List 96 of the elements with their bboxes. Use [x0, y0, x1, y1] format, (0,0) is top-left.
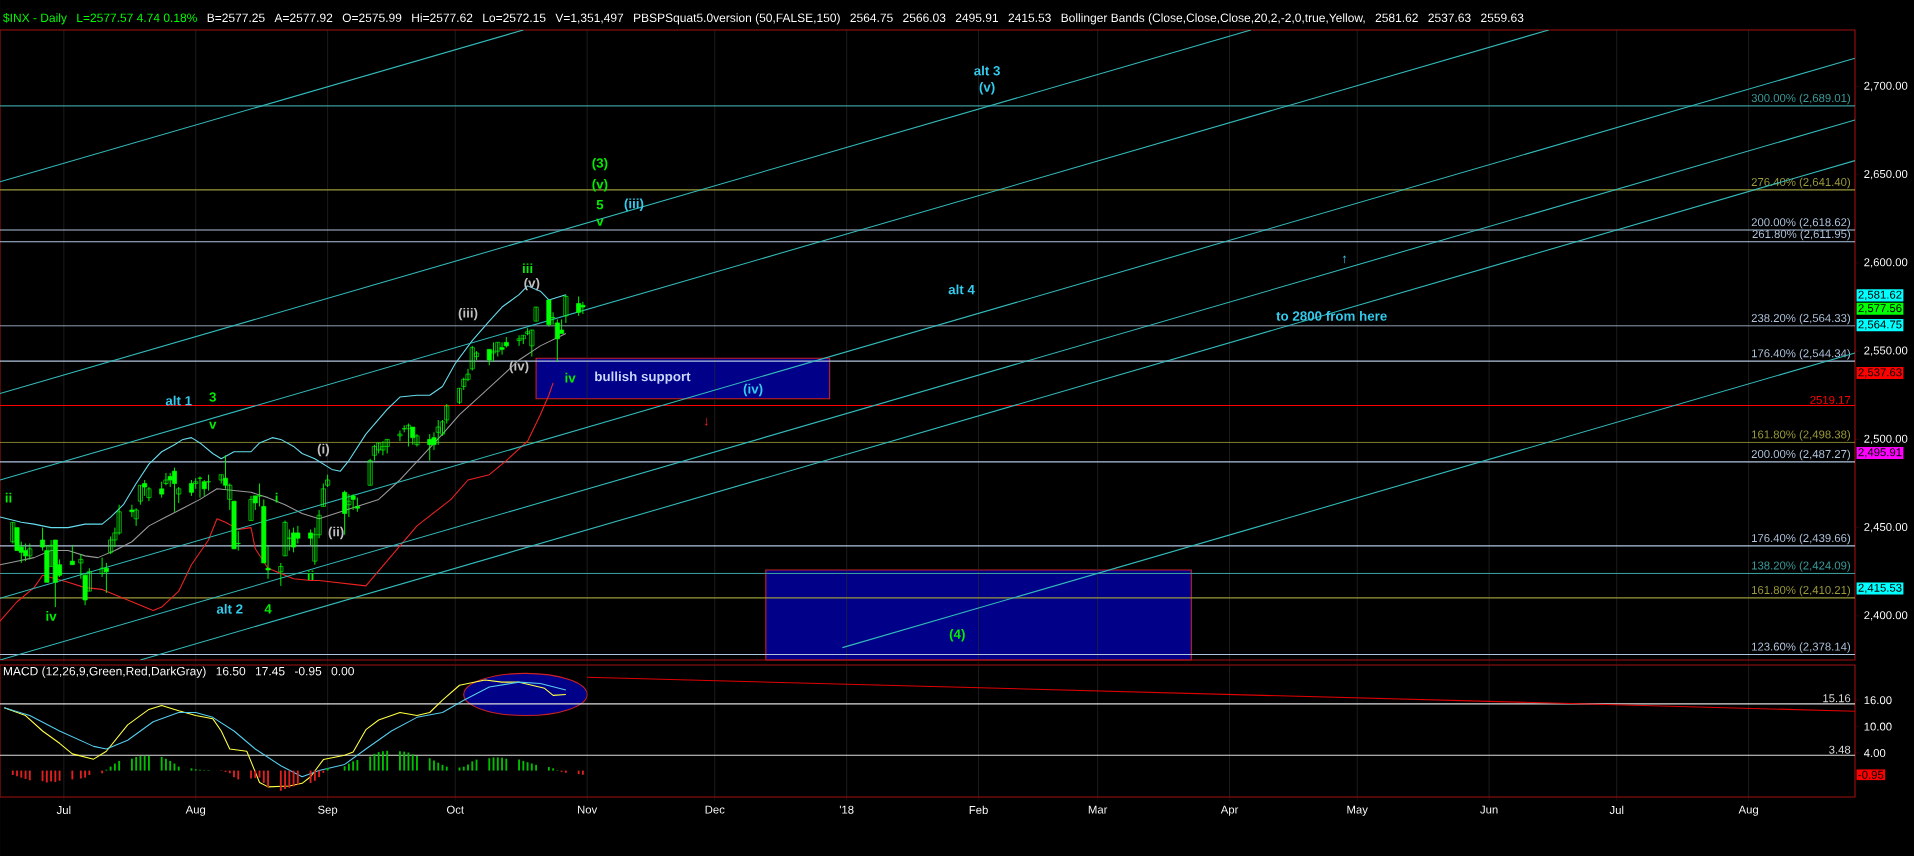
text: 2537.63: [1428, 13, 1471, 23]
y-tick-label: 2,450.00: [1864, 522, 1908, 533]
annotation: iv: [46, 611, 57, 621]
y-tick-label: 2,500.00: [1864, 434, 1908, 445]
ref-line-label: 161.80% (2,410.21): [1752, 585, 1850, 597]
annotation: i: [275, 492, 278, 503]
text: 2495.91: [955, 13, 999, 23]
annotation: 3: [209, 392, 216, 402]
annotation: (v): [524, 277, 540, 291]
ref-line-label: 138.20% (2,424.09): [1752, 561, 1850, 572]
y-tick-label: 2,700.00: [1864, 81, 1908, 92]
ref-line-label: 15.16: [1823, 694, 1851, 703]
annotation: (3): [592, 157, 608, 171]
annotation: 17.45: [255, 667, 285, 676]
x-tick-label: Sep: [318, 805, 338, 816]
ref-line-label: 176.40% (2,439.66): [1752, 533, 1850, 545]
annotation: (4): [949, 629, 965, 642]
text: 2581.62: [1375, 13, 1418, 23]
annotation: ii: [5, 492, 12, 503]
x-tick-label: Nov: [577, 805, 598, 814]
x-tick-label: Dec: [705, 805, 725, 814]
text: Bollinger Bands (Close,Close,Close,20,2,-2,0,true,Yellow,: [1061, 13, 1365, 25]
text: Lo=2572.15: [483, 13, 546, 23]
y-tick-label: 10.00: [1864, 722, 1892, 731]
ref-line-label: 261.80% (2,611.95): [1752, 229, 1851, 241]
text: B=2577.25: [207, 13, 265, 23]
annotation: v: [209, 421, 217, 429]
annotation: ↑: [1342, 255, 1347, 264]
text: Hi=2577.62: [412, 13, 473, 23]
annotation: (iv): [509, 360, 529, 374]
text: 2559.63: [1481, 13, 1524, 23]
ref-line-label: 123.60% (2,378.14): [1752, 642, 1850, 653]
y-tick-label: 2,400.00: [1864, 611, 1908, 621]
ref-line-label: 200.00% (2,618.62): [1751, 217, 1850, 229]
text: A=2577.92: [274, 13, 333, 23]
text: V=1,351,497: [555, 13, 624, 24]
annotation: iii: [522, 263, 533, 274]
text: 2415.53: [1008, 13, 1051, 23]
x-tick-label: Aug: [185, 805, 206, 816]
text: 2,564.75: [1858, 320, 1902, 330]
annotation: iv: [565, 372, 576, 383]
ref-line-label: 3.48: [1829, 745, 1851, 754]
annotation: (iii): [458, 307, 478, 321]
ref-line-label: 161.80% (2,498.38): [1752, 430, 1850, 441]
ref-line-label: 300.00% (2,689.01): [1751, 93, 1850, 105]
annotation: (v): [592, 179, 608, 192]
text: 2,537.63: [1858, 368, 1902, 378]
annotation: alt 4: [948, 284, 975, 295]
x-tick-label: Feb: [969, 805, 988, 815]
annotation: (v): [979, 82, 995, 95]
chart-title: $INX - Daily: [3, 13, 67, 25]
x-tick-label: Jul: [1609, 805, 1624, 815]
text: 2,415.53: [1858, 583, 1902, 594]
annotation: (i): [317, 443, 329, 457]
y-tick-label: 2,650.00: [1864, 170, 1908, 180]
x-tick-label: Mar: [1088, 805, 1108, 814]
ref-line-label: 2519.17: [1810, 395, 1851, 404]
annotation: v: [596, 218, 604, 226]
text: PBSPSquat5.0version (50,FALSE,150): [634, 13, 840, 25]
annotation: alt 2: [216, 603, 243, 614]
chart-subtitle: L=2577.57 4.74 0.18%: [77, 13, 197, 23]
annotation: 16.50: [216, 666, 246, 676]
text: 2566.03: [903, 13, 946, 23]
annotation: -0.95: [294, 666, 322, 676]
annotation: ↓: [704, 417, 708, 426]
y-tick-label: 2,550.00: [1864, 346, 1908, 356]
text: 2,577.56: [1858, 304, 1902, 314]
text: -0.95: [1858, 770, 1884, 779]
chart-title: MACD (12,26,9,Green,Red,DarkGray): [3, 666, 206, 678]
annotation: 4: [264, 604, 272, 614]
annotation: 5: [596, 200, 604, 210]
annotation: alt 3: [974, 65, 1000, 76]
annotation: bullish support: [595, 371, 691, 384]
x-tick-label: '18: [839, 805, 854, 814]
x-tick-label: Aug: [1738, 805, 1758, 816]
ref-line-label: 200.00% (2,487.27): [1751, 449, 1850, 461]
text: 2,581.62: [1858, 290, 1902, 301]
x-tick-label: May: [1347, 805, 1368, 816]
x-tick-label: Oct: [446, 805, 464, 814]
annotation: (ii): [328, 526, 344, 540]
y-tick-label: 4.00: [1863, 748, 1886, 757]
y-tick-label: 16.00: [1864, 696, 1892, 705]
text: 2564.75: [850, 13, 893, 23]
annotation: to 2800 from here: [1276, 310, 1387, 321]
ref-line-label: 238.20% (2,564.33): [1751, 313, 1850, 325]
ref-line-label: 176.40% (2,544.34): [1752, 348, 1850, 360]
annotation: alt 1: [165, 395, 192, 406]
text: O=2575.99: [342, 13, 402, 23]
annotation: 0.00: [331, 666, 354, 676]
y-tick-label: 2,600.00: [1864, 258, 1908, 268]
x-tick-label: Jul: [56, 805, 71, 815]
annotation: (iv): [743, 383, 763, 397]
x-tick-label: Apr: [1220, 805, 1239, 816]
text: 2,495.91: [1858, 448, 1902, 458]
annotation: (iii): [624, 198, 644, 211]
x-tick-label: Jun: [1480, 805, 1498, 814]
